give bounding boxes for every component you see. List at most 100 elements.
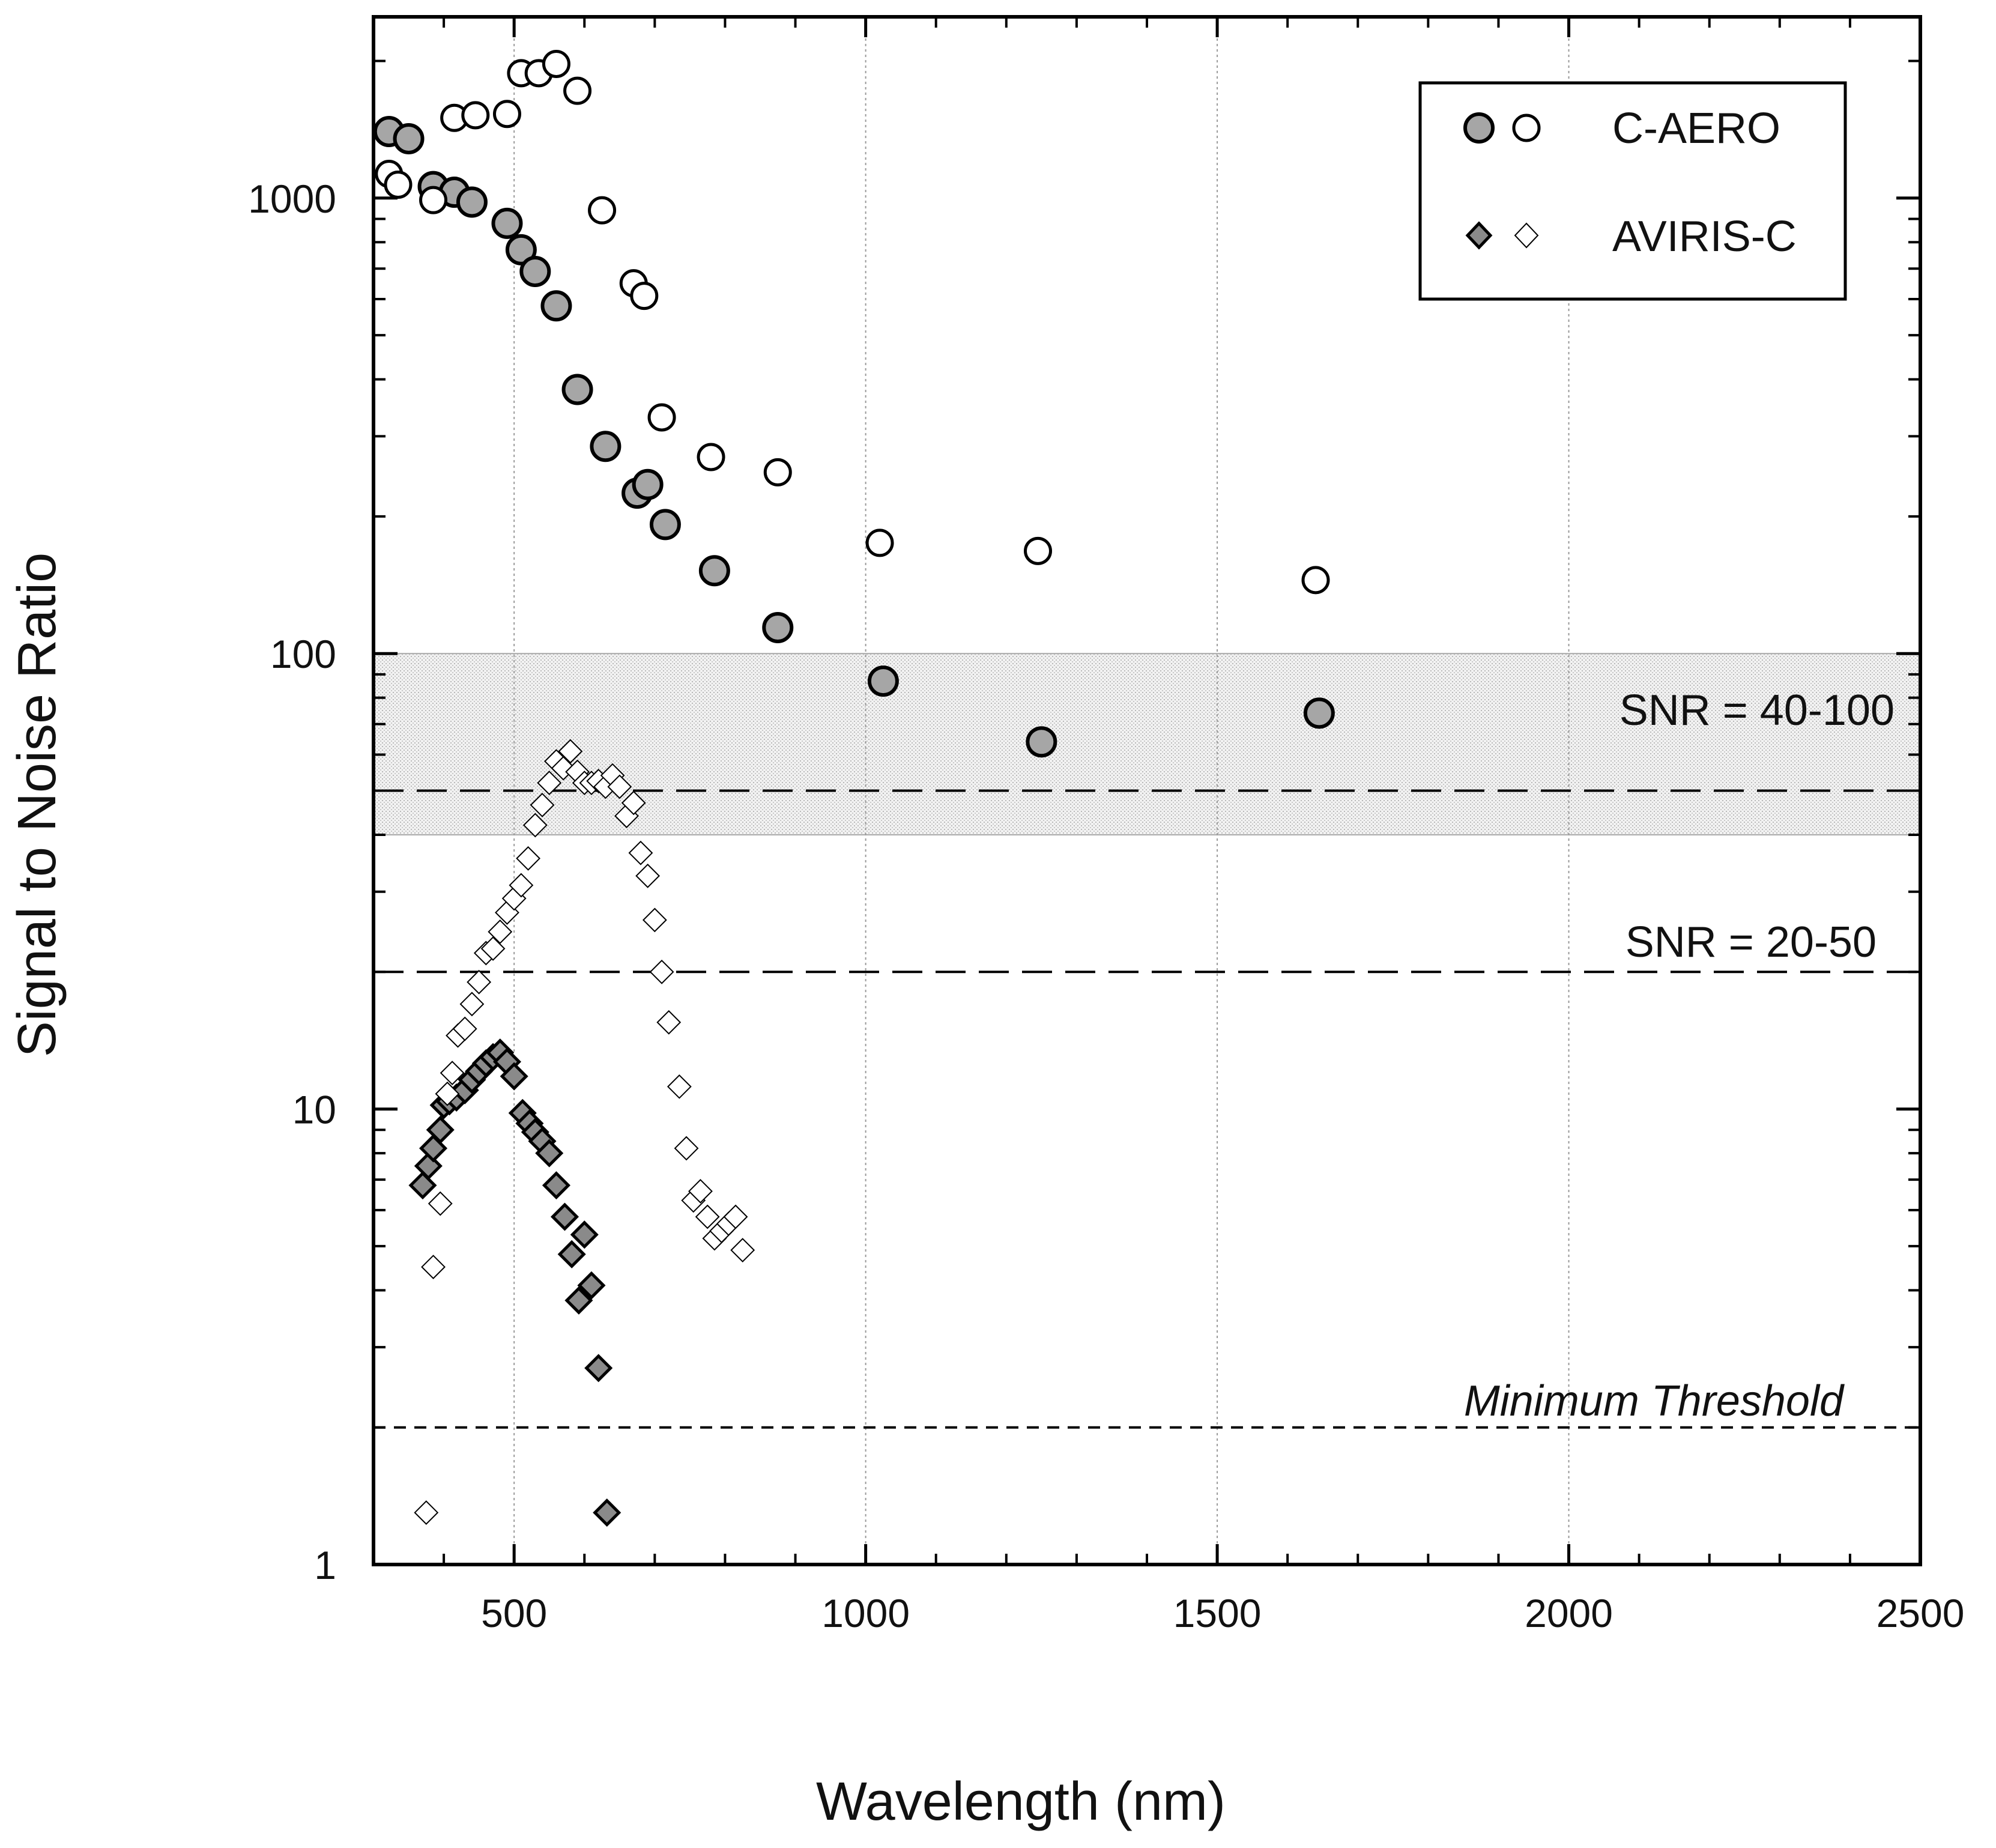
point-aviris-open [440,1061,465,1085]
point-aviris-open [537,771,562,795]
point-c-aero-filled [540,290,572,322]
x-tick-label: 1000 [821,1591,910,1635]
point-aviris-open [607,774,632,799]
y-axis-title: Signal to Noise Ratio [7,553,67,1057]
point-c-aero-open [492,100,521,129]
point-aviris-open [530,792,555,817]
point-aviris-filled [577,1271,606,1300]
point-c-aero-filled [456,186,488,218]
point-c-aero-open [461,101,490,130]
point-aviris-open [428,1191,453,1216]
point-aviris-open [695,1204,720,1229]
point-aviris-filled [535,1139,564,1168]
band-label: SNR = 40-100 [1619,686,1895,735]
point-aviris-open [688,1179,713,1204]
point-c-aero-filled [1303,697,1335,729]
point-c-aero-filled [698,555,730,587]
series-3 [414,739,755,1525]
point-c-aero-open [1024,536,1053,565]
point-aviris-open [642,907,667,933]
x-axis-title: Wavelength (nm) [816,1772,1226,1832]
series-2 [408,1038,621,1527]
x-tick-label: 2500 [1877,1591,1965,1635]
snr-20-50-label: SNR = 20-50 [1626,918,1877,966]
point-aviris-open [435,1081,460,1106]
point-c-aero-open [865,529,894,557]
point-aviris-filled [570,1220,599,1249]
point-aviris-filled [426,1115,455,1144]
point-aviris-open [480,936,506,961]
point-aviris-filled [542,1171,570,1200]
point-c-aero-open [1301,566,1330,595]
point-aviris-open [488,919,513,944]
legend-marker-c-aero-filled [1463,112,1495,144]
point-aviris-open [414,1500,439,1525]
point-c-aero-filled [590,431,621,462]
y-tick-label: 10 [292,1088,336,1132]
point-c-aero-open [419,186,448,214]
point-aviris-open [558,739,583,764]
point-aviris-open [467,969,492,995]
y-tick-label: 100 [270,632,336,676]
x-tick-label: 500 [481,1591,547,1635]
point-aviris-open [635,863,661,888]
point-c-aero-filled [632,468,664,500]
reference-lines [373,789,1920,1429]
point-c-aero-filled [519,256,551,288]
point-c-aero-open [384,171,413,199]
point-aviris-open [649,959,674,984]
y-tick-label: 1 [314,1543,336,1587]
axis-ticks: 500 1000 1500 2000 2500 1 10 100 1000 [248,17,1964,1635]
point-aviris-open [730,1238,755,1262]
point-c-aero-filled [561,374,593,405]
point-c-aero-open [630,282,659,311]
legend-marker-c-aero-open [1512,114,1541,142]
point-aviris-filled [557,1240,586,1268]
point-aviris-filled [500,1062,528,1091]
point-aviris-filled [550,1202,579,1231]
point-c-aero-filled [867,665,899,697]
point-c-aero-filled [762,612,794,644]
point-aviris-open [516,846,541,871]
point-c-aero-filled [505,234,537,265]
legend-marker-aviris-filled [1465,221,1493,250]
point-c-aero-open [647,403,676,432]
point-c-aero-open [697,443,725,471]
point-aviris-open [723,1204,748,1229]
point-c-aero-open [542,49,570,78]
point-aviris-open [522,813,548,838]
point-aviris-filled [564,1286,593,1315]
data-series [373,49,1335,1527]
x-tick-label: 2000 [1525,1591,1613,1635]
point-aviris-open [421,1255,446,1280]
series-1 [375,49,1330,595]
point-aviris-open [509,873,534,898]
point-c-aero-open [588,196,617,225]
point-c-aero-filled [649,509,681,541]
point-c-aero-filled [393,123,425,154]
point-c-aero-open [563,76,592,105]
point-aviris-filled [593,1498,621,1527]
point-aviris-open [452,1016,477,1041]
point-aviris-open [621,790,646,816]
point-c-aero-open [763,458,792,486]
point-aviris-open [674,1136,699,1161]
legend-marker-aviris-open [1514,222,1539,249]
point-aviris-open [459,992,485,1017]
snr-40-100-band [373,653,1921,835]
y-tick-label: 1000 [248,177,336,221]
point-aviris-filled [584,1354,613,1383]
point-aviris-open [628,840,653,865]
point-c-aero-filled [1026,726,1057,758]
legend: C-AERO AVIRIS-C [1418,81,1847,301]
legend-label-aviris-c: AVIRIS-C [1612,213,1797,261]
series-0 [373,115,1335,758]
legend-label-c-aero: C-AERO [1612,105,1780,153]
minimum-threshold-label: Minimum Threshold [1464,1377,1845,1425]
point-aviris-open [667,1074,692,1099]
x-tick-label: 1500 [1173,1591,1262,1635]
point-c-aero-filled [491,207,523,239]
point-aviris-open [656,1010,682,1035]
